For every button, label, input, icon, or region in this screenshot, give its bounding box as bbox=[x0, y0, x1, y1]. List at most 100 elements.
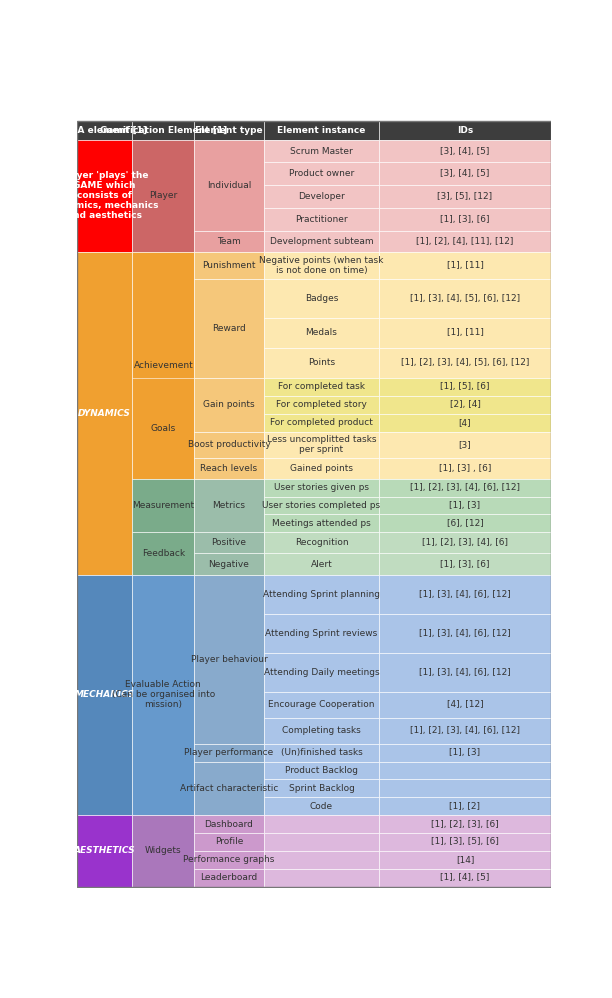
Bar bbox=[379, 208, 551, 231]
Text: [6], [12]: [6], [12] bbox=[447, 519, 483, 528]
Bar bbox=[264, 231, 379, 251]
Bar bbox=[194, 833, 264, 851]
Text: [1], [3]: [1], [3] bbox=[449, 501, 480, 510]
Bar bbox=[194, 431, 264, 457]
Bar bbox=[132, 532, 194, 575]
Bar bbox=[379, 869, 551, 886]
Bar bbox=[379, 122, 551, 140]
Text: Measurement: Measurement bbox=[132, 501, 195, 510]
Bar bbox=[264, 514, 379, 532]
Text: [1], [2], [3], [4], [6], [12]: [1], [2], [3], [4], [6], [12] bbox=[410, 727, 520, 736]
Bar bbox=[379, 231, 551, 251]
Bar bbox=[264, 457, 379, 479]
Text: [1], [3] , [6]: [1], [3] , [6] bbox=[439, 464, 491, 473]
Text: [1], [2], [3], [6]: [1], [2], [3], [6] bbox=[431, 819, 499, 828]
Text: [1], [3], [4], [6], [12]: [1], [3], [4], [6], [12] bbox=[419, 668, 511, 677]
Text: Player behaviour: Player behaviour bbox=[190, 655, 267, 664]
Bar bbox=[76, 815, 132, 886]
Bar bbox=[264, 761, 379, 779]
Bar bbox=[264, 779, 379, 797]
Text: Gained points: Gained points bbox=[290, 464, 353, 473]
Bar bbox=[264, 744, 379, 761]
Text: [1], [3], [5], [6]: [1], [3], [5], [6] bbox=[431, 837, 499, 846]
Bar bbox=[132, 479, 194, 532]
Bar bbox=[194, 532, 264, 554]
Bar bbox=[194, 479, 264, 532]
Text: Negative: Negative bbox=[209, 560, 250, 569]
Text: DYNAMICS: DYNAMICS bbox=[78, 409, 131, 418]
Bar bbox=[379, 186, 551, 208]
Bar bbox=[379, 457, 551, 479]
Text: [4]: [4] bbox=[458, 418, 471, 427]
Bar bbox=[379, 718, 551, 744]
Text: Development subteam: Development subteam bbox=[270, 237, 373, 246]
Text: [1], [3]: [1], [3] bbox=[449, 748, 480, 757]
Text: IDs: IDs bbox=[457, 126, 473, 135]
Bar bbox=[264, 554, 379, 575]
Bar bbox=[194, 851, 264, 869]
Bar bbox=[194, 869, 264, 886]
Text: [1], [2], [3], [4], [6], [12]: [1], [2], [3], [4], [6], [12] bbox=[410, 483, 520, 492]
Bar bbox=[379, 163, 551, 186]
Bar bbox=[379, 797, 551, 815]
Bar bbox=[194, 761, 264, 815]
Bar bbox=[264, 251, 379, 278]
Text: [1], [3], [4], [5], [6], [12]: [1], [3], [4], [5], [6], [12] bbox=[410, 293, 520, 302]
Bar bbox=[379, 554, 551, 575]
Text: Achievement: Achievement bbox=[133, 361, 193, 370]
Bar bbox=[194, 554, 264, 575]
Text: Metrics: Metrics bbox=[212, 501, 245, 510]
Text: Product owner: Product owner bbox=[289, 170, 354, 179]
Bar bbox=[379, 251, 551, 278]
Text: [1], [11]: [1], [11] bbox=[447, 260, 483, 269]
Text: Scrum Master: Scrum Master bbox=[290, 147, 353, 156]
Text: Sprint Backlog: Sprint Backlog bbox=[288, 783, 354, 792]
Bar bbox=[76, 122, 132, 140]
Text: User stories given ps: User stories given ps bbox=[274, 483, 369, 492]
Bar bbox=[194, 278, 264, 378]
Bar bbox=[194, 122, 264, 140]
Text: [1], [4], [5]: [1], [4], [5] bbox=[440, 873, 490, 882]
Bar bbox=[264, 317, 379, 348]
Text: MECHANICS: MECHANICS bbox=[75, 691, 135, 700]
Text: AESTHETICS: AESTHETICS bbox=[73, 846, 135, 855]
Text: Gain points: Gain points bbox=[203, 400, 255, 409]
Text: Player 'plays' the
GAME which
consists of
dynamics, mechanics
and aesthetics: Player 'plays' the GAME which consists o… bbox=[50, 172, 159, 221]
Text: MDA element [1]: MDA element [1] bbox=[61, 126, 147, 135]
Bar bbox=[264, 532, 379, 554]
Bar bbox=[132, 378, 194, 479]
Bar bbox=[264, 479, 379, 497]
Text: Individual: Individual bbox=[207, 181, 251, 190]
Text: Developer: Developer bbox=[298, 193, 345, 202]
Text: [3], [4], [5]: [3], [4], [5] bbox=[440, 170, 490, 179]
Text: Widgets: Widgets bbox=[145, 846, 182, 855]
Bar bbox=[76, 251, 132, 575]
Text: [3], [5], [12]: [3], [5], [12] bbox=[438, 193, 493, 202]
Text: Attending Sprint planning: Attending Sprint planning bbox=[263, 590, 380, 599]
Text: [1], [3], [4], [6], [12]: [1], [3], [4], [6], [12] bbox=[419, 590, 511, 599]
Bar bbox=[264, 718, 379, 744]
Bar bbox=[379, 851, 551, 869]
Text: Alert: Alert bbox=[311, 560, 332, 569]
Bar bbox=[264, 851, 379, 869]
Bar bbox=[264, 378, 379, 396]
Bar bbox=[379, 348, 551, 378]
Bar bbox=[264, 122, 379, 140]
Text: Profile: Profile bbox=[215, 837, 243, 846]
Text: Dashboard: Dashboard bbox=[204, 819, 253, 828]
Bar bbox=[379, 396, 551, 413]
Bar bbox=[379, 378, 551, 396]
Bar bbox=[264, 348, 379, 378]
Bar bbox=[264, 797, 379, 815]
Text: Element type: Element type bbox=[195, 126, 263, 135]
Bar bbox=[132, 251, 194, 479]
Bar bbox=[379, 317, 551, 348]
Text: For completed product: For completed product bbox=[270, 418, 373, 427]
Text: [1], [5], [6]: [1], [5], [6] bbox=[440, 382, 490, 391]
Text: [1], [3], [4], [6], [12]: [1], [3], [4], [6], [12] bbox=[419, 629, 511, 638]
Text: Completing tasks: Completing tasks bbox=[282, 727, 361, 736]
Text: Punishment: Punishment bbox=[202, 260, 256, 269]
Text: Encourage Cooperation: Encourage Cooperation bbox=[268, 701, 375, 710]
Text: [4], [12]: [4], [12] bbox=[447, 701, 483, 710]
Text: Meetings attended ps: Meetings attended ps bbox=[272, 519, 371, 528]
